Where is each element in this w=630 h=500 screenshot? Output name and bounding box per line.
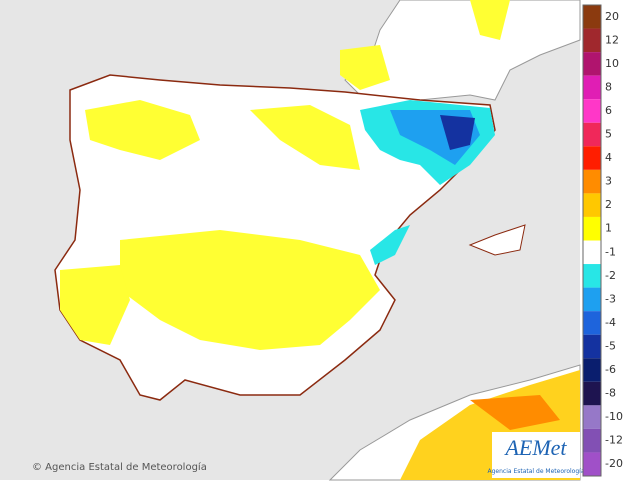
legend-swatch: [583, 334, 601, 359]
legend-swatch: [583, 5, 601, 29]
logo-subtitle: Agencia Estatal de Meteorología: [488, 468, 585, 475]
legend-label: 2: [605, 198, 612, 211]
legend-label: 6: [605, 104, 612, 117]
legend-swatch: [583, 311, 601, 335]
legend-swatch: [583, 169, 601, 194]
legend-label: -3: [605, 292, 616, 305]
legend-swatch: [583, 99, 601, 123]
anomaly-cyan-valencia: [370, 225, 410, 265]
legend-label: -12: [605, 434, 623, 447]
legend: 20 12 10 8 6 5 4 3 2 1 -1 -2 -3 -4 -5 -6 -8 -10 -12 -20: [582, 4, 623, 477]
anomaly-dark-blue: [440, 115, 475, 150]
legend-label: 20: [605, 10, 619, 23]
legend-swatch: [583, 264, 601, 288]
legend-label: 10: [605, 57, 619, 70]
legend-label: -4: [605, 316, 616, 329]
legend-swatch: [583, 452, 601, 476]
legend-swatch: [583, 240, 601, 265]
legend-swatch: [583, 193, 601, 217]
legend-label: 5: [605, 128, 612, 141]
legend-swatch: [583, 358, 601, 382]
balearic-islands: [468, 224, 526, 256]
logo-box: [492, 432, 580, 478]
legend-swatch: [583, 122, 601, 147]
legend-label: 1: [605, 222, 612, 235]
legend-label: -10: [605, 410, 623, 423]
legend-swatch: [583, 146, 601, 170]
legend-swatch: [583, 428, 601, 453]
legend-swatch: [583, 75, 601, 100]
legend-label: -5: [605, 339, 616, 352]
france: [344, 0, 581, 101]
logo-name: AEMet: [503, 435, 567, 460]
anomaly-africa-orange: [470, 395, 560, 430]
legend-label: -20: [605, 457, 623, 470]
legend-label: 12: [605, 33, 619, 46]
legend-swatch: [583, 287, 601, 312]
anomaly-yellow: [60, 0, 510, 350]
legend-label: -6: [605, 363, 616, 376]
legend-label: 8: [605, 80, 612, 93]
legend-label: 3: [605, 175, 612, 188]
legend-label: -1: [605, 245, 616, 258]
copyright: © Agencia Estatal de Meteorología: [32, 461, 207, 473]
legend-frame: [582, 4, 602, 477]
legend-swatch: [583, 216, 601, 241]
legend-swatch: [583, 405, 601, 429]
legend-label: 4: [605, 151, 612, 164]
legend-swatch: [583, 28, 601, 53]
legend-label: -2: [605, 269, 616, 282]
legend-swatch: [583, 381, 601, 406]
legend-label: -8: [605, 387, 616, 400]
legend-swatch: [583, 52, 601, 76]
